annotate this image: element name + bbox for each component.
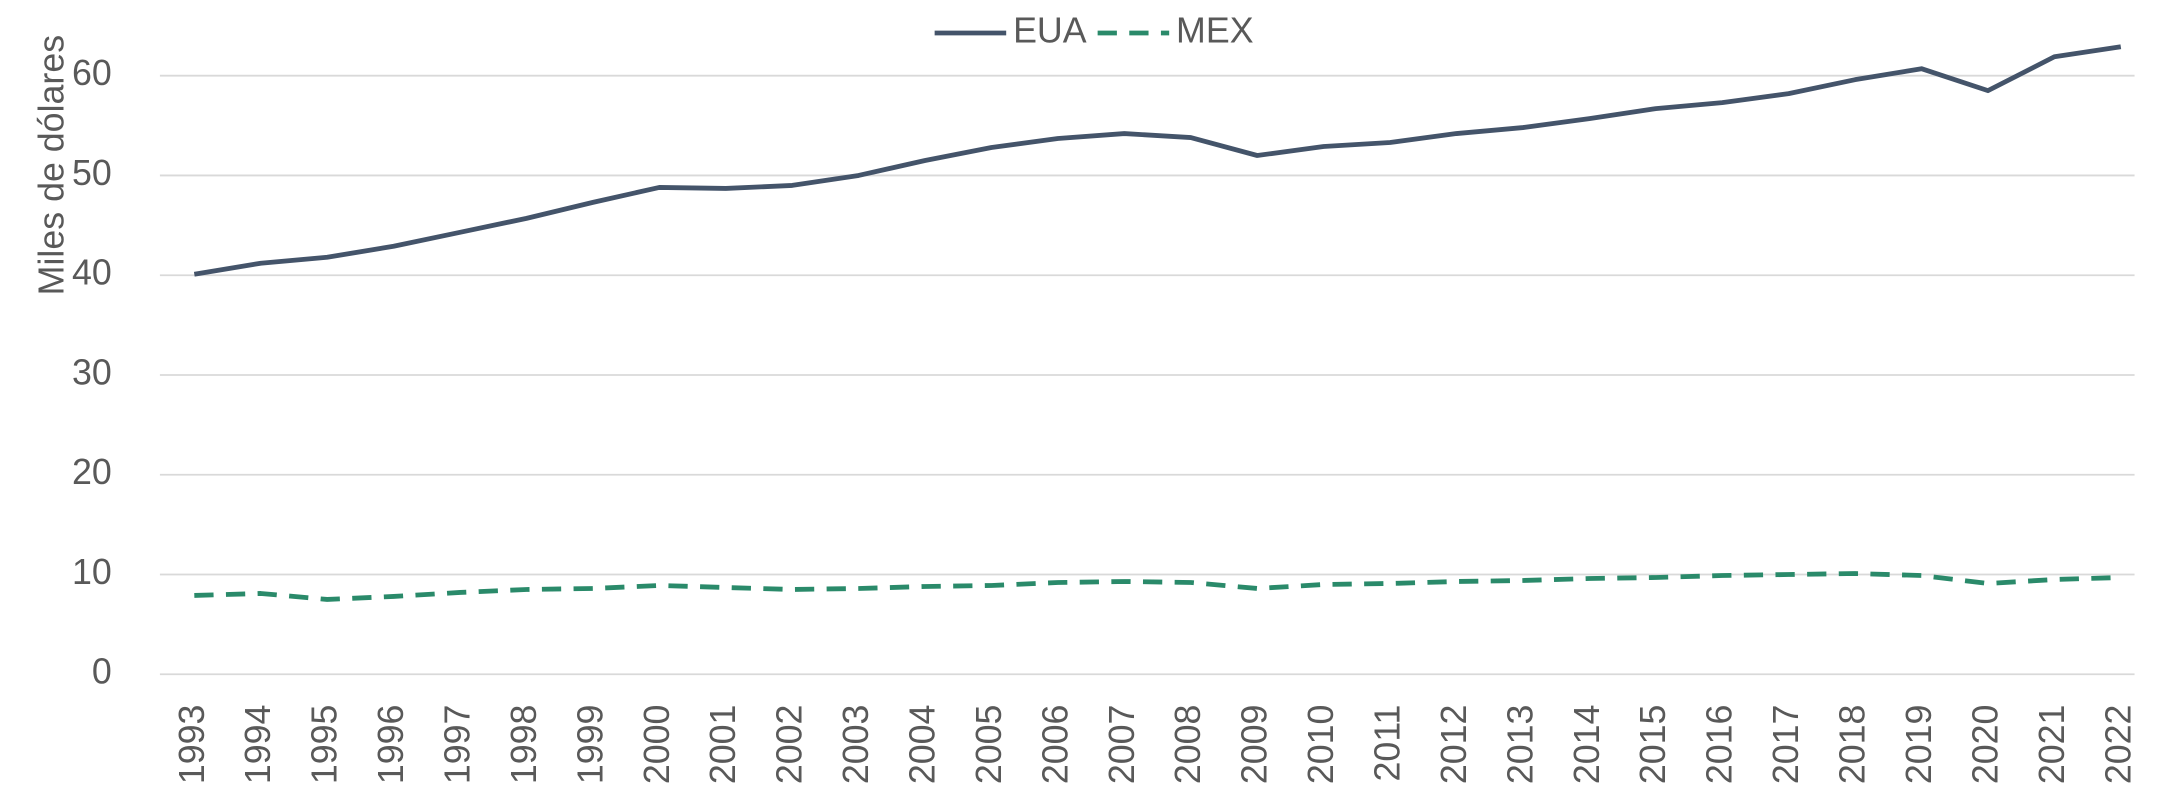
line-series: [194, 571, 2121, 602]
x-tick-label: 2017: [1766, 705, 1806, 785]
x-tick-label: 2013: [1500, 705, 1540, 785]
x-tick-label: 2012: [1434, 705, 1474, 785]
y-tick-label: 10: [72, 552, 112, 592]
x-tick-label: 2019: [1899, 705, 1939, 785]
y-tick-label: 40: [72, 253, 112, 293]
legend-label: MEX: [1176, 10, 1254, 50]
x-tick-label: 2016: [1700, 705, 1740, 785]
x-tick-label: 2009: [1235, 705, 1275, 785]
x-tick-label: 2002: [770, 705, 810, 785]
x-tick-label: 2000: [637, 705, 677, 785]
x-tick-label: 2021: [2032, 705, 2072, 785]
y-axis-label: Miles de dólares: [31, 35, 71, 295]
x-tick-label: 2020: [1965, 705, 2005, 785]
x-tick-label: 2010: [1301, 705, 1341, 785]
x-tick-label: 1998: [504, 705, 544, 785]
y-tick-label: 20: [72, 452, 112, 492]
x-tick-label: 1997: [437, 705, 477, 785]
y-tick-label: 30: [72, 352, 112, 392]
x-tick-label: 2005: [969, 705, 1009, 785]
x-tick-label: 1999: [570, 705, 610, 785]
x-tick-label: 2001: [703, 705, 743, 785]
x-tick-label: 2007: [1102, 705, 1142, 785]
x-tick-label: 2018: [1833, 705, 1873, 785]
x-tick-label: 2011: [1368, 705, 1408, 782]
x-tick-label: 1996: [371, 705, 411, 785]
x-tick-label: 2008: [1168, 705, 1208, 785]
x-tick-label: 2015: [1633, 705, 1673, 785]
y-tick-label: 0: [92, 652, 112, 692]
x-tick-label: 2022: [2098, 705, 2138, 785]
x-tick-label: 2003: [836, 705, 876, 785]
x-tick-label: 1995: [305, 705, 345, 785]
x-tick-label: 1993: [172, 705, 212, 785]
x-tick-label: 2014: [1567, 705, 1607, 785]
legend-label: EUA: [1013, 10, 1087, 50]
x-tick-label: 2004: [903, 705, 943, 785]
line-series: [193, 44, 2122, 277]
y-tick-label: 60: [72, 53, 112, 93]
y-tick-label: 50: [72, 153, 112, 193]
x-tick-label: 1994: [238, 705, 278, 785]
x-tick-label: 2006: [1035, 705, 1075, 785]
